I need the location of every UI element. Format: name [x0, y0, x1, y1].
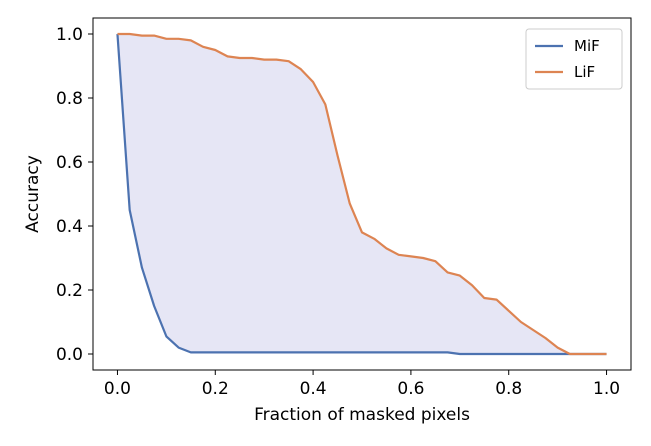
x-axis-label: Fraction of masked pixels [254, 405, 470, 425]
legend-label-lif: LiF [574, 63, 595, 81]
x-tick-label: 0.4 [300, 379, 327, 399]
y-axis: 0.0 0.2 0.4 0.6 0.8 1.0 [56, 25, 93, 365]
y-tick-label: 0.2 [56, 281, 83, 301]
y-tick-label: 0.8 [56, 89, 83, 109]
plot-frame [92, 17, 632, 371]
legend-box [525, 28, 623, 90]
x-axis: 0.0 0.2 0.4 0.6 0.8 1.0 [104, 370, 620, 399]
series-layer [116, 32, 607, 356]
x-tick-label: 0.0 [104, 379, 131, 399]
y-tick-label: 0.6 [56, 153, 83, 173]
series-line-lif [117, 32, 607, 356]
series-line-mif [116, 33, 607, 356]
legend: MiF LiF [525, 28, 623, 90]
y-axis-label: Accuracy [23, 155, 43, 233]
legend-label-mif: MiF [574, 37, 600, 55]
y-tick-label: 0.0 [56, 345, 83, 365]
x-tick-label: 0.8 [495, 379, 522, 399]
x-tick-label: 0.6 [397, 379, 424, 399]
fill-between-area [117, 34, 607, 354]
x-tick-label: 0.2 [202, 379, 229, 399]
y-tick-label: 1.0 [56, 25, 83, 45]
x-tick-label: 1.0 [593, 379, 620, 399]
y-tick-label: 0.4 [56, 217, 83, 237]
